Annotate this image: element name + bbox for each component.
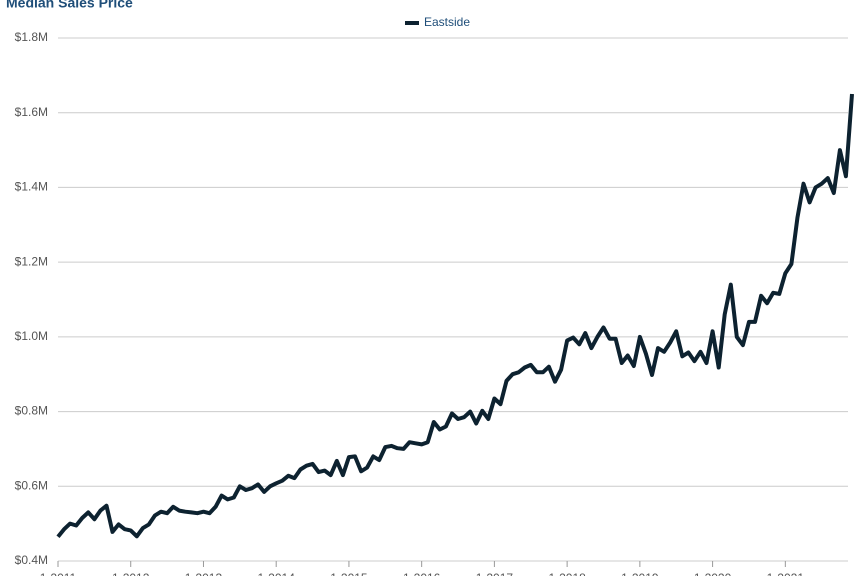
y-tick-label: $0.4M: [15, 553, 48, 567]
x-tick-label: 1-2020: [694, 571, 732, 576]
x-tick-label: 1-2012: [112, 571, 150, 576]
x-tick-label: 1-2016: [403, 571, 441, 576]
legend-label: Eastside: [424, 15, 470, 29]
y-tick-label: $1.0M: [15, 329, 48, 343]
y-tick-label: $0.6M: [15, 478, 48, 492]
x-tick-label: 1-2018: [548, 571, 586, 576]
y-tick-label: $1.4M: [15, 180, 48, 194]
y-tick-label: $0.8M: [15, 404, 48, 418]
y-tick-label: $1.6M: [15, 105, 48, 119]
x-tick-label: 1-2017: [476, 571, 514, 576]
chart-title: Median Sales Price: [6, 0, 133, 11]
x-tick-label: 1-2011: [40, 571, 77, 576]
data-line: [56, 93, 854, 539]
x-tick-label: 1-2014: [258, 571, 296, 576]
y-tick-label: $1.8M: [15, 30, 48, 44]
x-tick-label: 1-2019: [621, 571, 659, 576]
x-tick-label: 1-2021: [767, 571, 805, 576]
y-tick-label: $1.2M: [15, 254, 48, 268]
x-tick-label: 1-2015: [330, 571, 368, 576]
x-tick-label: 1-2013: [185, 571, 223, 576]
